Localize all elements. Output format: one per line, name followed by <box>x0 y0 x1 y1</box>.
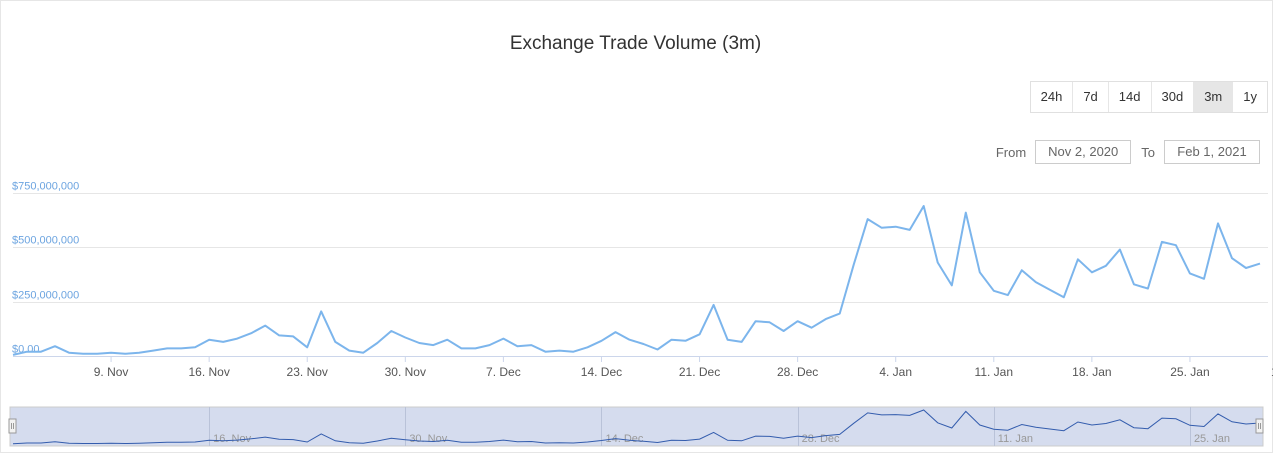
chart-title: Exchange Trade Volume (3m) <box>509 33 762 54</box>
navigator-mask <box>9 406 1264 447</box>
x-tick-label: 11. Jan <box>975 365 1013 379</box>
series-line <box>12 205 1261 356</box>
date-range-inputs: From Nov 2, 2020 To Feb 1, 2021 <box>996 140 1260 164</box>
range-button-7d[interactable]: 7d <box>1073 82 1109 112</box>
navigator-label: 30. Nov <box>409 433 447 445</box>
x-tick-label: 23. Nov <box>287 365 328 379</box>
from-label: From <box>995 144 1027 160</box>
navigator-handle-right[interactable] <box>1255 418 1264 434</box>
x-tick-label: 4. Jan <box>879 365 912 379</box>
navigator-label: 16. Nov <box>213 433 251 445</box>
x-tick-label: 28. Dec <box>777 365 818 379</box>
plot-area <box>12 205 1261 356</box>
grid-lines <box>13 193 1268 357</box>
range-button-30d[interactable]: 30d <box>1151 82 1195 112</box>
x-tick-label: 14. Dec <box>581 365 622 379</box>
y-tick-label: $250,000,000 <box>12 290 79 302</box>
x-tick-label: 7. Dec <box>486 365 521 379</box>
y-tick-label: $750,000,000 <box>12 181 79 193</box>
x-tick-label: 30. Nov <box>385 365 426 379</box>
navigator-handle-left[interactable] <box>8 418 17 434</box>
x-tick-label: 21. Dec <box>679 365 720 379</box>
range-selector: 24h 7d 14d 30d 3m 1y <box>1029 81 1268 113</box>
y-tick-label: $500,000,000 <box>12 235 79 247</box>
navigator[interactable]: 16. Nov 30. Nov 14. Dec 28. Dec 11. Jan 25. J… <box>8 406 1264 447</box>
navigator-label: 11. Jan <box>998 433 1033 445</box>
navigator-series <box>12 409 1261 445</box>
navigator-label: 14. Dec <box>605 433 643 445</box>
to-date-input[interactable]: Feb 1, 2021 <box>1164 140 1260 164</box>
x-tick-label: 25. Jan <box>1170 365 1209 379</box>
from-date-input[interactable]: Nov 2, 2020 <box>1035 140 1132 164</box>
x-axis: 9. Nov 16. Nov 23. Nov 30. Nov 7. Dec 14. Dec… <box>13 356 1273 379</box>
x-tick-label: 9. Nov <box>94 365 129 379</box>
x-tick-label: 1. Feb <box>1271 365 1273 379</box>
range-button-14d[interactable]: 14d <box>1108 82 1152 112</box>
navigator-label: 28. Dec <box>802 433 840 445</box>
navigator-label: 25. Jan <box>1194 433 1230 445</box>
range-button-24h[interactable]: 24h <box>1030 82 1074 112</box>
to-label: To <box>1141 144 1155 160</box>
range-button-3m[interactable]: 3m <box>1194 82 1234 112</box>
x-tick-label: 16. Nov <box>188 365 229 379</box>
range-button-1y[interactable]: 1y <box>1233 82 1267 112</box>
x-tick-label: 18. Jan <box>1072 365 1111 379</box>
y-axis: $0.00$250,000,000$500,000,000$750,000,00… <box>12 181 79 356</box>
